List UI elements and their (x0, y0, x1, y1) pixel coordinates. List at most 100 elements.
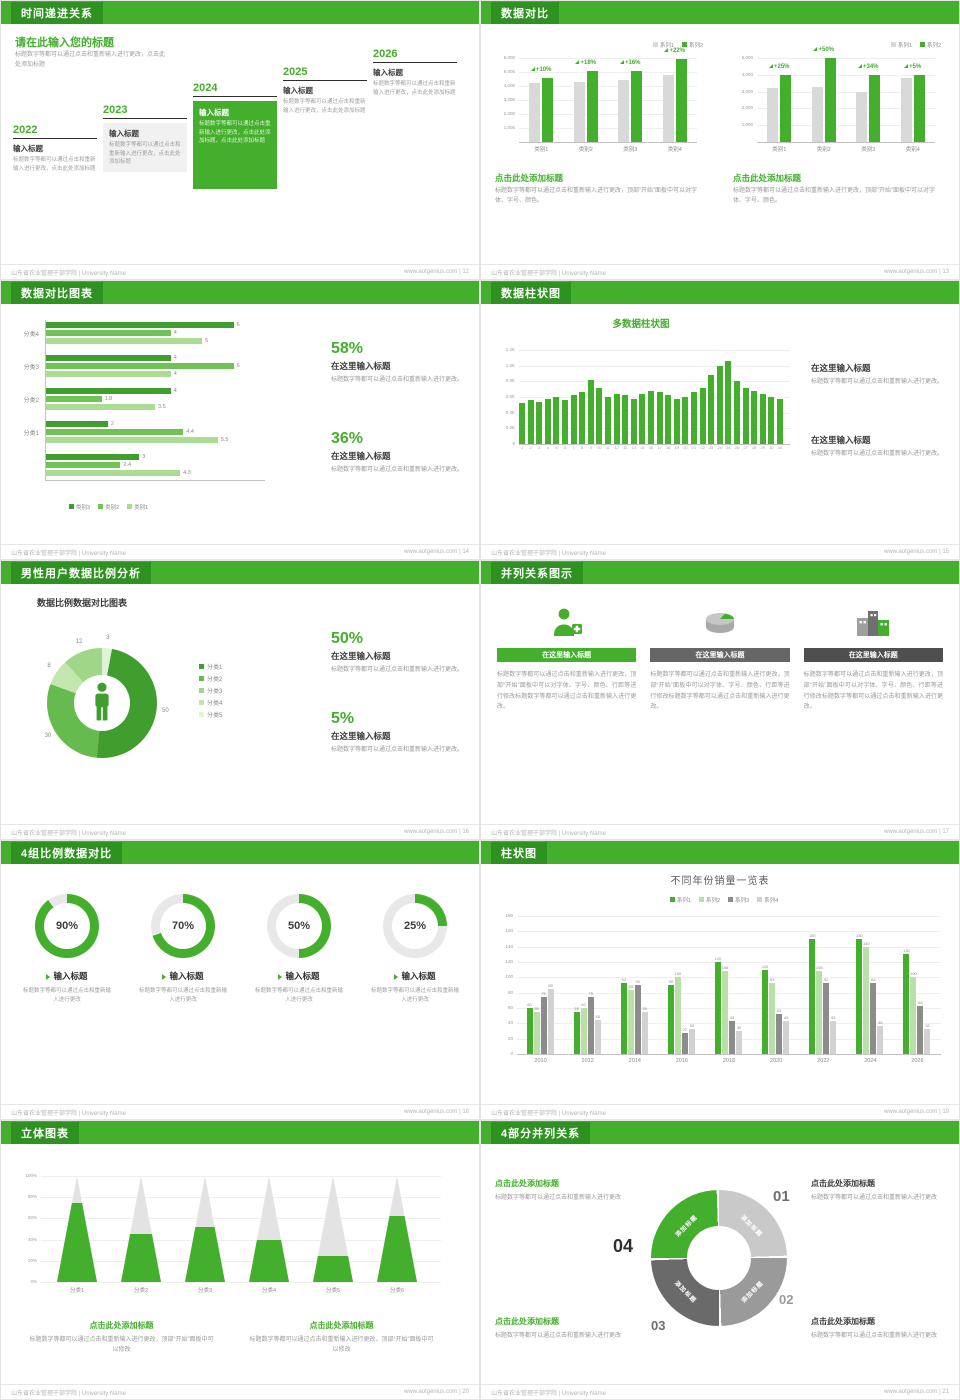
bar-series2 (780, 74, 792, 142)
footer-site-page[interactable]: www.aotgenius.com | 14 (404, 549, 469, 555)
timeline-box: 输入标题 标题数字等都可以通过点击和重新输入进行更改，点击此处添加标题 (103, 123, 187, 172)
footer-site-page[interactable]: www.aotgenius.com | 18 (404, 1109, 469, 1115)
bar (596, 387, 603, 444)
footer-site-page[interactable]: www.aotgenius.com | 19 (884, 1109, 949, 1115)
timeline-box-title: 输入标题 (283, 86, 313, 95)
segment-value-label: 3 (106, 635, 110, 642)
grouped-bar-chart: 0 20 40 60 80 100 120 140 160 180 60 55 75 85 2010 55 60… (493, 906, 947, 1078)
slide-column-chart: 数据柱状图 多数据柱状图 0 0.2K 0.4K 0.6K 0.8K 1.0K 1.2K 1 2… (481, 281, 959, 559)
segment-number: 01 (773, 1188, 790, 1205)
caption-text: 标题数字等都可以通过点击和重新输入进行更改，顶部“开始”面板中可以修改 (249, 1337, 434, 1354)
bar (634, 985, 641, 1054)
x-category-label: 2014 (628, 1058, 641, 1064)
x-category-label: 分类3 (197, 1288, 213, 1294)
bar (722, 971, 728, 1054)
footer-school: 山东省农业管理干部学院 | University Name (11, 1390, 126, 1397)
chart-title: 多数据柱状图 (612, 319, 670, 330)
cone-fill (249, 1239, 289, 1282)
bar-value-label: 150 (808, 933, 816, 938)
slide-header: 时间递进关系 (1, 1, 479, 24)
slide-3d-chart: 立体图表 0% 20% 40% 60% 80% 100% 分类1 分类2 分类3 分类4 分类5 分类… (1, 1121, 479, 1399)
y-tick-label: 100% (25, 1173, 37, 1178)
slide-body: 多数据柱状图 0 0.2K 0.4K 0.6K 0.8K 1.0K 1.2K 1 2 3 4 5 6 7 8… (481, 304, 959, 544)
timeline-year: 2022 (13, 124, 38, 136)
footer-site-page[interactable]: www.aotgenius.com | 21 (884, 1389, 949, 1395)
x-category-label: 2016 (675, 1058, 688, 1064)
footer-site-page[interactable]: www.aotgenius.com | 20 (404, 1389, 469, 1395)
slide-footer: 山东省农业管理干部学院 | University Name www.aotgen… (1, 1384, 479, 1399)
timeline-rule (103, 118, 187, 119)
progress-ring: 25% (383, 894, 447, 958)
x-tick-label: 16 (648, 446, 654, 450)
cone-fill (313, 1255, 353, 1282)
arrow-marker-icon (394, 973, 399, 980)
bar-value: 4.4 (186, 428, 194, 435)
bar-value-label: 83 (628, 984, 633, 990)
slide-four-part-relation: 4部分并列关系 添加标题 添加标题 添加标题 添加标题 01 02 03 04 点击此处添加标… (481, 1121, 959, 1399)
bar (783, 1021, 790, 1054)
ratio-item: 50% 输入标题 标题数字等都可以通过点击和重新输入进行更改 (247, 894, 351, 1006)
bar (656, 392, 663, 444)
timeline-box: 输入标题 标题数字等都可以通过点击和重新输入进行更改，点击此处添加标题 (13, 143, 97, 173)
slide-body: 不同年份销量一览表 系列1 系列2 系列3 系列4 0 20 40 60 80 100 120 14… (481, 864, 959, 1104)
legend: 类别3 类别2 类别1 (61, 496, 148, 514)
gridline (519, 412, 790, 414)
block-title: 点击此处添加标题 (811, 1317, 875, 1326)
timeline-box-text: 标题数字等都可以通过点击和重新输入进行更改，点击此处添加标题 (283, 99, 366, 114)
slide-header: 4部分并列关系 (481, 1121, 959, 1144)
bar (734, 381, 740, 444)
bar-value: 4.3 (183, 469, 191, 476)
y-tick-label: 0 (510, 1051, 513, 1056)
gridline (519, 128, 697, 129)
block-title: 点击此处添加标题 (811, 1179, 875, 1188)
y-tick-label: 6,000 (503, 55, 515, 60)
bar-value-label: 75 (588, 990, 593, 996)
bar-value-label: 75 (541, 990, 546, 996)
h-bar (45, 404, 155, 410)
bar (641, 1011, 648, 1054)
bar-value-label: 110 (761, 963, 769, 969)
x-tick-label: 10 (597, 446, 602, 450)
footer-site-page[interactable]: www.aotgenius.com | 16 (404, 829, 469, 835)
bar (613, 393, 620, 444)
timeline-box: 输入标题 标题数字等都可以通过点击和重新输入进行更改，点击此处添加标题 (373, 67, 457, 97)
footer-site-page[interactable]: www.aotgenius.com | 13 (884, 269, 949, 275)
timeline-item: 2023 输入标题 标题数字等都可以通过点击和重新输入进行更改，点击此处添加标题 (103, 104, 187, 172)
footer-site-page[interactable]: www.aotgenius.com | 15 (884, 549, 949, 555)
bar-value-label: 27 (682, 1027, 688, 1033)
h-bar (45, 388, 171, 394)
x-category-label: 分类4 (261, 1288, 277, 1294)
segment-value-label: 50 (162, 707, 169, 714)
arrow-marker-icon (278, 973, 283, 980)
bar (903, 954, 910, 1054)
footer-site-page[interactable]: www.aotgenius.com | 17 (884, 829, 949, 835)
gridline (519, 397, 790, 398)
bar (605, 397, 611, 444)
ring-percent: 50% (287, 920, 311, 932)
bar (570, 395, 577, 444)
bar (917, 1005, 924, 1054)
bar (594, 1019, 601, 1054)
bar (587, 379, 594, 444)
bar (526, 1008, 533, 1054)
bar (533, 1011, 540, 1054)
bar-value: 4 (173, 354, 177, 361)
bar-value-label: 92 (621, 977, 626, 983)
legend: 系列1 系列2 (645, 34, 703, 52)
legend-item: 分类4 (199, 698, 222, 707)
x-tick-label: 29 (760, 446, 765, 450)
block-text: 标题数字等都可以通过点击和重新输入进行更改 (811, 1333, 938, 1339)
x-category-label: 类别1 (772, 147, 787, 153)
bar-value: 6 (236, 321, 240, 328)
gridline (517, 931, 941, 933)
bar (627, 990, 634, 1054)
footer-site-page[interactable]: www.aotgenius.com | 12 (404, 269, 469, 275)
growth-annotation: +16% (610, 60, 650, 66)
legend-item: 系列4 (757, 896, 778, 904)
timeline-item: 2025 输入标题 标题数字等都可以通过点击和重新输入进行更改，点击此处添加标题 (283, 66, 367, 115)
growth-annotation: +50% (804, 47, 844, 53)
bar (736, 1031, 742, 1054)
x-category-label: 类别4 (667, 147, 682, 153)
cone (377, 1176, 417, 1282)
slide-header: 并列关系图示 (481, 561, 959, 584)
